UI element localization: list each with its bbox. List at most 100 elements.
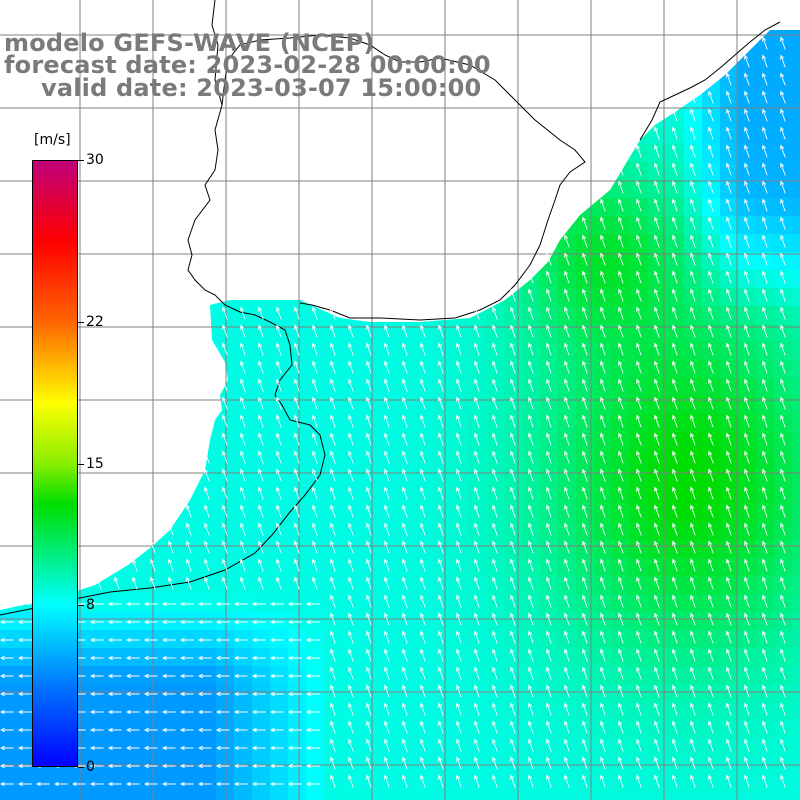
- wind-arrow: [348, 720, 354, 734]
- wind-arrow: [618, 648, 624, 662]
- wind-arrow: [654, 576, 660, 590]
- wind-arrow: [366, 558, 372, 572]
- wind-speed-cell: [234, 648, 253, 667]
- wind-arrow: [474, 684, 480, 698]
- wind-arrow: [654, 144, 660, 158]
- wind-arrow: [330, 450, 336, 464]
- wind-arrow: [636, 450, 642, 464]
- wind-arrow: [780, 468, 786, 482]
- wind-arrow: [528, 720, 534, 734]
- wind-arrow: [17, 601, 32, 607]
- wind-speed-cell: [234, 594, 253, 613]
- wind-arrow: [762, 288, 768, 302]
- wind-arrow: [384, 630, 390, 644]
- colorbar-tick-22: 22: [86, 313, 104, 330]
- wind-arrow: [474, 324, 480, 338]
- wind-arrow: [528, 576, 534, 590]
- wind-arrow: [366, 612, 372, 626]
- wind-arrow: [546, 630, 552, 644]
- wind-arrow: [618, 738, 624, 752]
- wind-arrow: [726, 252, 732, 266]
- wind-arrow: [384, 648, 390, 662]
- wind-arrow: [654, 126, 660, 140]
- wind-arrow: [287, 673, 302, 679]
- wind-arrow: [600, 216, 606, 230]
- wind-arrow: [420, 612, 426, 626]
- wind-arrow: [89, 637, 104, 643]
- wind-arrow: [672, 108, 678, 122]
- wind-arrow: [780, 252, 786, 266]
- wind-arrow: [672, 234, 678, 248]
- wind-arrow: [402, 756, 408, 770]
- wind-speed-cell: [306, 684, 325, 703]
- wind-arrow: [780, 54, 786, 68]
- wind-arrow: [330, 756, 336, 770]
- wind-arrow: [168, 576, 174, 590]
- wind-arrow: [762, 630, 768, 644]
- wind-arrow: [780, 72, 786, 86]
- wind-speed-cell: [126, 612, 145, 631]
- wind-arrow: [510, 576, 516, 590]
- wind-arrow: [420, 450, 426, 464]
- wind-speed-cell: [306, 648, 325, 667]
- wind-arrow: [384, 756, 390, 770]
- wind-arrow: [546, 306, 552, 320]
- wind-arrow: [420, 594, 426, 608]
- wind-arrow: [690, 90, 696, 104]
- wind-arrow: [564, 774, 570, 788]
- colorbar-tickmark: [78, 463, 84, 465]
- wind-arrow: [564, 612, 570, 626]
- wind-arrow: [636, 486, 642, 500]
- wind-arrow: [564, 396, 570, 410]
- wind-arrow: [726, 342, 732, 356]
- wind-arrow: [233, 745, 248, 751]
- wind-arrow: [438, 648, 444, 662]
- wind-arrow: [233, 601, 248, 607]
- wind-arrow: [636, 342, 642, 356]
- wind-arrow: [636, 360, 642, 374]
- wind-arrow: [600, 288, 606, 302]
- wind-arrow: [420, 504, 426, 518]
- wind-arrow: [420, 324, 426, 338]
- model-title: modelo GEFS-WAVE (NCEP): [4, 29, 375, 57]
- wind-arrow: [528, 306, 534, 320]
- wind-arrow: [672, 504, 678, 518]
- wind-arrow: [636, 756, 642, 770]
- wind-arrow: [546, 720, 552, 734]
- wind-speed-cell: [108, 666, 127, 685]
- wind-arrow: [438, 702, 444, 716]
- wind-arrow: [438, 666, 444, 680]
- wind-arrow: [348, 738, 354, 752]
- wind-arrow: [222, 468, 228, 482]
- wind-arrow: [744, 378, 750, 392]
- wind-arrow: [726, 72, 732, 86]
- wind-arrow: [726, 432, 732, 446]
- wind-arrow: [287, 619, 302, 625]
- wind-speed-cell: [108, 594, 127, 613]
- wind-arrow: [240, 504, 246, 518]
- wind-arrow: [251, 745, 266, 751]
- wind-arrow: [744, 180, 750, 194]
- wind-arrow: [186, 576, 192, 590]
- wind-arrow: [528, 468, 534, 482]
- wind-arrow: [510, 306, 516, 320]
- wind-arrow: [366, 666, 372, 680]
- wind-arrow: [438, 684, 444, 698]
- wind-arrow: [492, 378, 498, 392]
- wind-arrow: [780, 108, 786, 122]
- wind-arrow: [89, 619, 104, 625]
- wind-arrow: [618, 180, 624, 194]
- wind-arrow: [510, 774, 516, 788]
- wind-arrow: [89, 673, 104, 679]
- wind-arrow: [600, 342, 606, 356]
- wind-arrow: [618, 162, 624, 176]
- wind-arrow: [654, 378, 660, 392]
- wind-arrow: [233, 709, 248, 715]
- wind-arrow: [636, 324, 642, 338]
- wind-arrow: [654, 414, 660, 428]
- wind-speed-cell: [468, 792, 487, 800]
- wind-arrow: [708, 324, 714, 338]
- wind-arrow: [420, 414, 426, 428]
- wind-arrow: [690, 504, 696, 518]
- wind-speed-cell: [738, 792, 757, 800]
